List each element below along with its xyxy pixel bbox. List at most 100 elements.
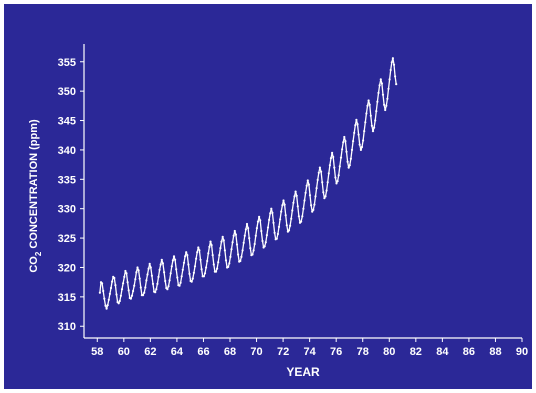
data-point — [151, 282, 155, 285]
data-point — [218, 254, 221, 257]
data-point — [123, 275, 126, 278]
data-point — [210, 244, 213, 247]
data-point — [390, 61, 393, 64]
data-point — [203, 272, 207, 275]
data-point — [147, 267, 150, 270]
data-point — [119, 294, 122, 297]
data-point — [261, 239, 264, 243]
data-point — [139, 286, 142, 289]
data-point — [302, 207, 305, 210]
data-point — [273, 231, 276, 234]
y-tick-label: 310 — [58, 321, 76, 333]
data-point — [155, 288, 158, 291]
data-point — [289, 224, 292, 227]
data-point — [297, 215, 300, 218]
data-point — [221, 235, 224, 238]
data-point — [106, 304, 109, 307]
data-point — [166, 288, 169, 291]
data-point — [109, 286, 113, 290]
data-point — [322, 191, 325, 194]
data-point — [192, 271, 195, 274]
data-point — [103, 297, 106, 300]
x-tick-label: 90 — [516, 346, 528, 358]
x-tick-label: 64 — [171, 346, 184, 358]
data-point — [260, 229, 263, 233]
data-point — [328, 164, 331, 167]
data-point — [224, 259, 228, 262]
data-point — [122, 282, 125, 285]
data-point — [149, 266, 152, 269]
data-point — [199, 258, 202, 261]
data-point — [114, 284, 117, 287]
data-point — [326, 181, 329, 184]
data-point — [337, 174, 340, 177]
data-point — [191, 277, 194, 280]
data-point — [358, 143, 361, 146]
data-point — [336, 180, 339, 183]
x-tick-label: 58 — [91, 346, 103, 358]
y-tick-label: 315 — [58, 292, 76, 304]
data-point — [323, 197, 326, 200]
data-point — [107, 298, 110, 301]
data-point — [161, 262, 164, 265]
data-point — [195, 257, 198, 260]
data-point — [105, 307, 108, 310]
data-point — [256, 220, 260, 223]
data-point — [111, 280, 114, 283]
data-point — [220, 240, 223, 243]
data-point — [287, 229, 291, 232]
x-tick-label: 62 — [144, 346, 156, 358]
data-point — [303, 199, 306, 202]
data-point — [310, 204, 313, 207]
data-point — [175, 268, 178, 271]
data-point — [184, 255, 187, 258]
data-point — [234, 233, 237, 236]
x-tick-label: 70 — [250, 346, 262, 358]
y-axis-label-post: CONCENTRATION (ppm) — [28, 119, 40, 252]
data-point — [271, 211, 274, 214]
data-point — [214, 270, 218, 273]
y-tick-label: 325 — [58, 233, 76, 245]
data-point — [334, 176, 337, 179]
x-tick-label: 72 — [277, 346, 289, 358]
data-point — [296, 205, 299, 208]
data-point — [315, 187, 318, 190]
data-point — [277, 225, 281, 228]
data-point — [198, 249, 201, 252]
data-point — [133, 284, 136, 287]
data-point — [259, 219, 262, 222]
data-point — [209, 240, 212, 243]
data-point — [129, 297, 132, 300]
y-ticks: 310 315 320 325 330 335 340 345 350 355 — [58, 57, 84, 333]
data-point — [132, 289, 135, 293]
data-point — [117, 302, 120, 305]
data-point — [392, 63, 396, 66]
data-point — [130, 294, 134, 297]
data-point — [324, 195, 327, 198]
data-point — [313, 203, 316, 206]
data-point — [178, 284, 181, 287]
data-point — [352, 140, 355, 143]
y-tick-label: 350 — [58, 86, 76, 98]
data-point — [353, 131, 356, 134]
data-point — [235, 243, 239, 246]
data-point — [164, 279, 167, 283]
data-point — [141, 294, 145, 297]
y-tick-label: 330 — [58, 204, 76, 216]
data-point — [346, 160, 349, 163]
data-point — [180, 275, 183, 278]
data-point — [365, 112, 368, 115]
data-point — [160, 258, 163, 261]
data-point — [355, 118, 358, 121]
data-point — [208, 245, 211, 248]
data-point — [283, 203, 286, 206]
data-point — [270, 207, 273, 210]
data-point — [312, 208, 315, 211]
data-point — [369, 114, 372, 117]
data-point — [314, 195, 317, 198]
data-point — [356, 123, 359, 126]
data-point — [354, 124, 357, 127]
data-point — [146, 273, 149, 276]
data-point — [206, 259, 209, 263]
